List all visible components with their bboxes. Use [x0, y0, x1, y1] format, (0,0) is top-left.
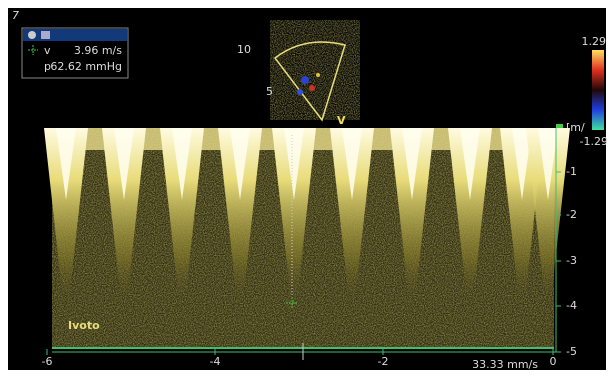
- corner-label: 7: [12, 9, 19, 22]
- scale-bottom: -1.29: [580, 135, 608, 148]
- scale-top: 1.29: [582, 35, 607, 48]
- v-value: 3.96 m/s: [74, 44, 122, 57]
- screenshot: 7 v 3.96 m/s p 62.62 mmHg 10 5 V 1.29 -1…: [0, 0, 613, 377]
- depth-mid: 5: [266, 85, 273, 98]
- depth-top: 10: [237, 43, 251, 56]
- y-tick-label: -1: [566, 165, 577, 178]
- v-label: v: [44, 44, 51, 57]
- y-tick-label: -3: [566, 254, 577, 267]
- x-tick-label: -6: [42, 355, 53, 368]
- y-tick-label: -5: [566, 345, 577, 358]
- annotation: Ivoto: [68, 319, 100, 332]
- x-tick-label: 0: [550, 355, 557, 368]
- spectrum: [44, 128, 570, 348]
- x-tick-label: -4: [210, 355, 221, 368]
- y-tick-label: -2: [566, 208, 577, 221]
- sector-marker: V: [337, 114, 346, 127]
- x-tick-label: -2: [378, 355, 389, 368]
- sweep-speed: 33.33 mm/s: [472, 358, 538, 371]
- p-value: 62.62 mmHg: [50, 60, 122, 73]
- measure-box: v 3.96 m/s p 62.62 mmHg: [22, 28, 128, 78]
- y-tick-label: -4: [566, 299, 577, 312]
